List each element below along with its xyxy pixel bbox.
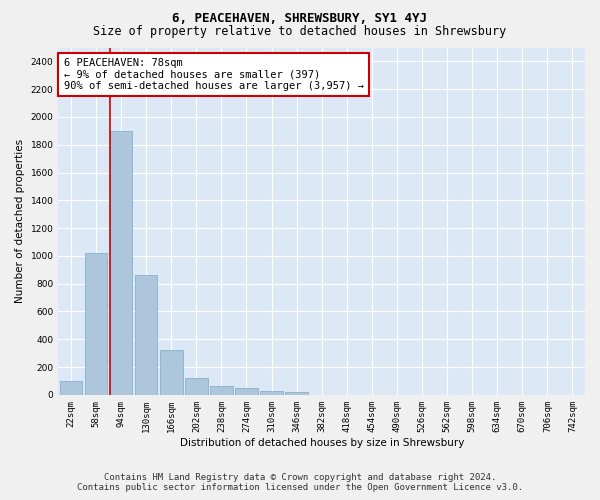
Bar (160, 350, 182, 395)
Bar (185, 378, 208, 395)
Text: 6 PEACEHAVEN: 78sqm
← 9% of detached houses are smaller (397)
90% of semi-detach: 6 PEACEHAVEN: 78sqm ← 9% of detached hou… (64, 58, 364, 91)
Text: 6, PEACEHAVEN, SHREWSBURY, SY1 4YJ: 6, PEACEHAVEN, SHREWSBURY, SY1 4YJ (173, 12, 427, 26)
Text: Size of property relative to detached houses in Shrewsbury: Size of property relative to detached ho… (94, 25, 506, 38)
Bar (260, 390, 283, 395)
Bar (85, 253, 107, 395)
Bar (135, 276, 157, 395)
Bar (210, 386, 233, 395)
Bar (59, 381, 82, 395)
X-axis label: Distribution of detached houses by size in Shrewsbury: Distribution of detached houses by size … (179, 438, 464, 448)
Bar (110, 131, 133, 395)
Bar (235, 388, 258, 395)
Text: Contains HM Land Registry data © Crown copyright and database right 2024.
Contai: Contains HM Land Registry data © Crown c… (77, 473, 523, 492)
Y-axis label: Number of detached properties: Number of detached properties (15, 139, 25, 303)
Bar (286, 392, 308, 395)
